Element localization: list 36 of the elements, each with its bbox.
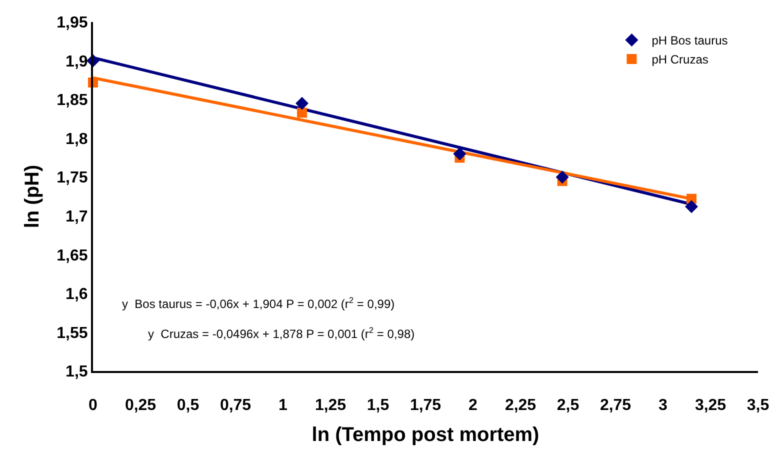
- x-tick-label: 0,5: [176, 397, 200, 414]
- y-tick-label: 1,65: [56, 247, 88, 264]
- x-tick-label: 2: [468, 397, 478, 414]
- x-tick-label: 2,25: [504, 397, 536, 414]
- x-tick-label: 3,25: [694, 397, 726, 414]
- point: [297, 108, 307, 118]
- y-tick-label: 1,6: [66, 286, 88, 304]
- point: [296, 96, 308, 110]
- point: [453, 147, 466, 160]
- x-tick-label: 1,25: [314, 397, 346, 414]
- legend-label: pH Bos taurus: [652, 34, 728, 48]
- y-tick-label: 1,8: [66, 130, 88, 148]
- point: [556, 170, 569, 184]
- y-tick-label: 1,95: [56, 14, 88, 32]
- x-tick-label: 0: [88, 397, 98, 414]
- annotation: y Cruzas = -0,0496x + 1,878 P = 0,001 (r$^{2}$ = 0,98): [148, 325, 415, 342]
- legend-label: pH Cruzas: [652, 52, 708, 67]
- annotation: y Bos taurus = -0,06x + 1,904 P = 0,002 (r$^{2}$ = 0,99): [122, 295, 395, 312]
- x-tick-label: 3: [658, 397, 668, 414]
- x-tick-label: 1: [278, 397, 288, 414]
- y-tick-label: 1,7: [66, 208, 88, 226]
- y-tick-label: 1,9: [66, 53, 88, 70]
- x-tick-label: 2,5: [556, 397, 580, 414]
- x-tick-label: 3,5: [746, 397, 770, 414]
- x-tick-label: 0,25: [124, 397, 156, 414]
- x-tick-label: 1,75: [410, 397, 442, 414]
- point: [685, 200, 698, 214]
- y-tick-label: 1,85: [56, 92, 88, 110]
- x-tick-label: 2,75: [600, 397, 632, 414]
- x-tick-label: 1,5: [366, 397, 390, 414]
- x-axis-title: ln (Tempo post mortem): [312, 424, 540, 446]
- y-axis-title: ln (pH): [22, 164, 44, 228]
- y-tick-label: 1,55: [56, 324, 88, 342]
- y-tick-label: 1,75: [56, 170, 88, 187]
- x-tick-label: 0,75: [220, 397, 252, 414]
- y-tick-label: 1,5: [66, 364, 88, 381]
